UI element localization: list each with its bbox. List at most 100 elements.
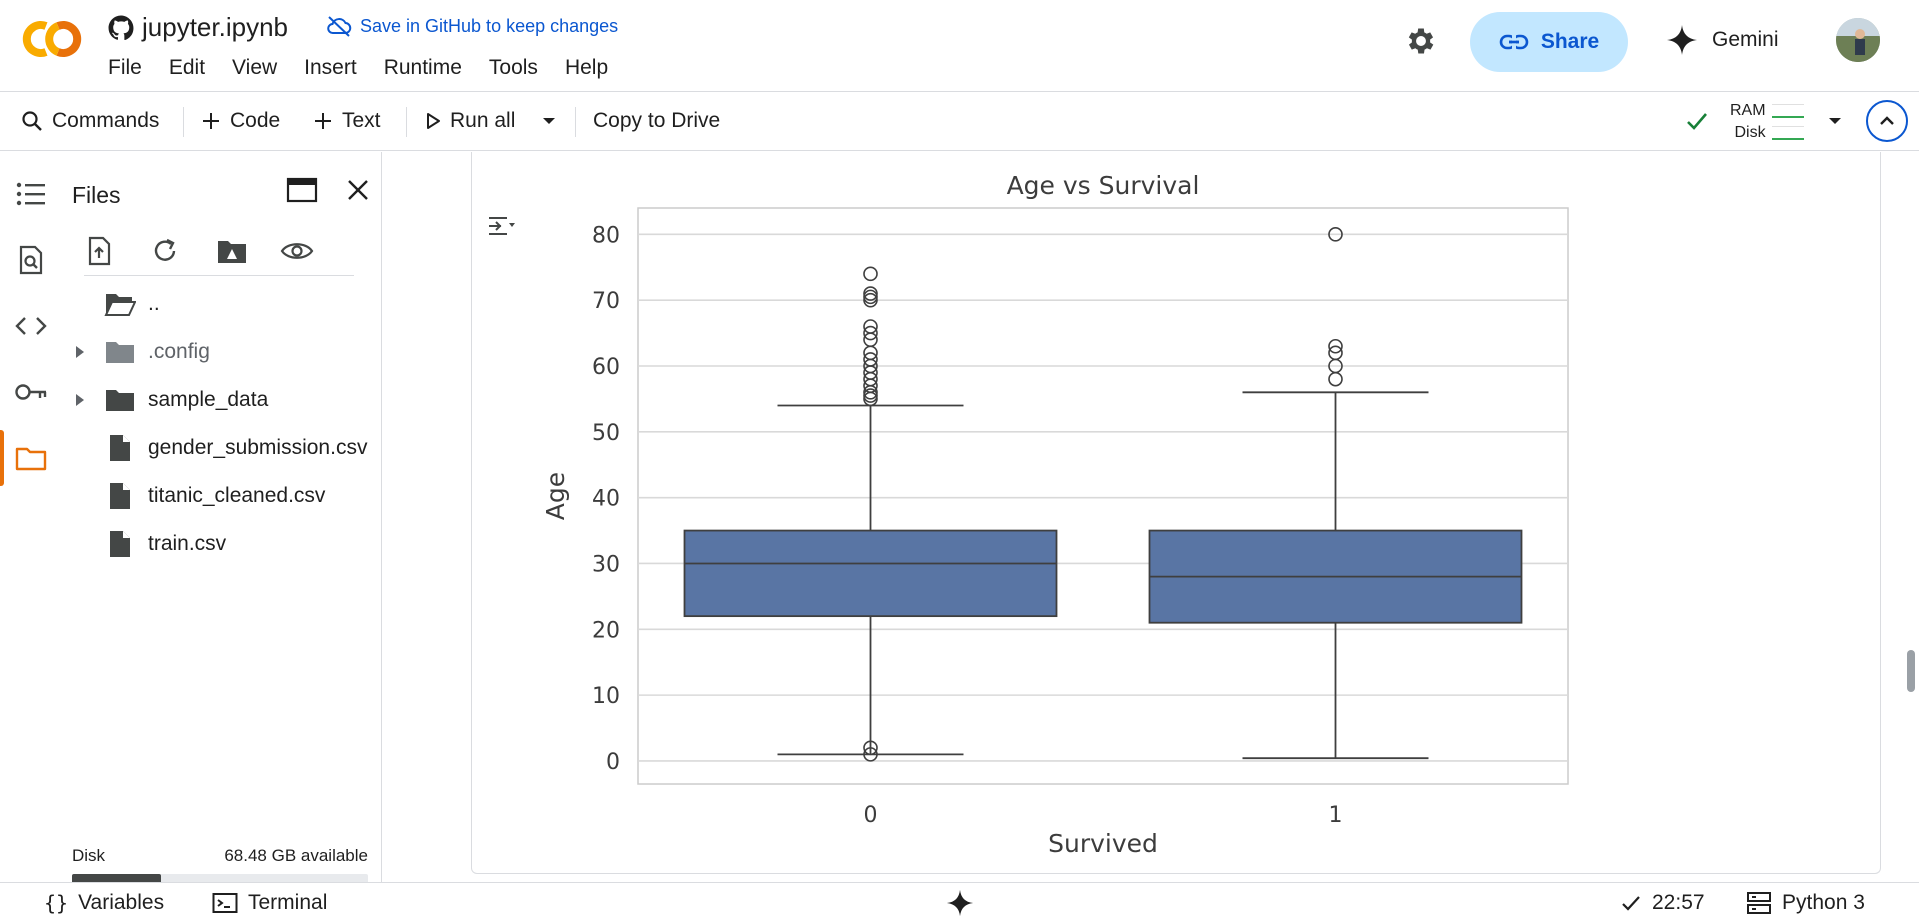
save-in-github-label[interactable]: Save in GitHub to keep changes [360,15,619,36]
search-icon [22,111,42,131]
server-icon [1747,892,1771,914]
plot-area [637,207,1569,785]
files-panel: Files [62,152,382,884]
upload-file-icon[interactable] [84,236,114,266]
tree-item-gender-submission[interactable]: gender_submission.csv [62,428,367,468]
output-cell[interactable]: 0 10 20 30 40 50 60 70 80 0 1 Age vs Survival Surviv… [471,152,1881,874]
disk-label: Disk [1734,124,1766,141]
tree-item-parent[interactable]: .. [62,284,160,324]
y-tick-label: 70 [592,289,620,314]
tree-item-titanic-cleaned[interactable]: titanic_cleaned.csv [62,476,325,516]
resources-dropdown[interactable] [1826,92,1844,150]
terminal-label[interactable]: Terminal [248,891,328,914]
scrollbar[interactable] [1905,152,1917,852]
files-folder-icon[interactable] [0,430,62,486]
tree-item-train[interactable]: train.csv [62,524,226,564]
menu-runtime[interactable]: Runtime [383,56,462,79]
outlier-point [863,740,878,756]
output-actions-icon[interactable] [486,210,518,242]
outlier-point [863,391,878,407]
y-tick-label: 40 [592,487,620,512]
notebook-title[interactable]: jupyter.ipynb [108,12,288,43]
boxplot-chart: 0 10 20 30 40 50 60 70 80 0 1 Age vs Survival Surviv… [541,171,1569,858]
tree-item-label[interactable]: sample_data [148,388,269,411]
run-all-label[interactable]: Run all [450,109,516,132]
share-label[interactable]: Share [1540,30,1600,53]
avatar[interactable] [1836,18,1880,62]
y-tick-label: 60 [592,355,620,380]
tree-item-label[interactable]: .config [148,340,210,363]
menu-tools[interactable]: Tools [488,56,538,79]
colab-logo[interactable] [20,18,84,60]
plus-icon [315,113,331,129]
x-tick-label: 1 [1329,803,1343,828]
toolbar-divider [406,107,407,137]
tree-item-label[interactable]: titanic_cleaned.csv [148,484,326,507]
run-all-dropdown[interactable] [540,92,558,150]
folder-icon [104,387,136,413]
tree-item-config[interactable]: .config [62,332,210,372]
notebook-area: 0 10 20 30 40 50 60 70 80 0 1 Age vs Survival Surviv… [383,152,1919,882]
outlier-point [1328,371,1343,387]
commands-label[interactable]: Commands [52,109,160,132]
secrets-key-icon[interactable] [0,364,62,420]
gear-icon[interactable] [1404,24,1438,58]
tree-item-label[interactable]: train.csv [148,532,227,555]
close-icon[interactable] [344,176,372,204]
expand-caret-icon[interactable] [72,345,88,359]
add-text-label[interactable]: Text [342,109,381,132]
copy-to-drive-button[interactable]: Copy to Drive [593,92,720,150]
gemini-label[interactable]: Gemini [1712,28,1779,51]
share-button[interactable]: Share [1470,12,1628,72]
commands-button[interactable]: Commands [20,92,159,150]
menu-file[interactable]: File [108,56,142,79]
menu-bar: File Edit View Insert Runtime Tools Help [108,56,635,80]
play-icon [427,113,440,129]
tree-item-label[interactable]: .. [148,292,160,315]
open-in-tab-icon[interactable] [286,176,318,204]
mount-drive-icon[interactable] [216,236,246,266]
menu-insert[interactable]: Insert [304,56,357,79]
menu-help[interactable]: Help [564,56,609,79]
box-iqr [683,529,1058,618]
add-code-label[interactable]: Code [230,109,281,132]
code-snippets-icon[interactable] [0,298,62,354]
refresh-icon[interactable] [150,236,180,266]
menu-view[interactable]: View [232,56,278,79]
terminal-button[interactable]: Terminal [212,891,327,915]
gemini-sparkle-icon[interactable] [946,889,974,917]
copy-to-drive-label[interactable]: Copy to Drive [593,109,721,132]
runtime-type[interactable]: Python 3 [1746,891,1865,915]
files-panel-title: Files [72,182,121,208]
variables-button[interactable]: {} Variables [44,891,164,915]
outlier-point [863,747,878,762]
outlier-point [863,266,878,282]
table-of-contents-icon[interactable] [0,166,62,222]
save-in-github-link[interactable]: Save in GitHub to keep changes [326,15,618,37]
caret-down-icon [1829,118,1841,124]
add-text-button[interactable]: Text [312,92,381,150]
variables-label[interactable]: Variables [78,891,165,914]
menu-edit[interactable]: Edit [168,56,206,79]
run-all-button[interactable]: Run all [424,92,515,150]
chart-title: Age vs Survival [1007,171,1200,200]
link-icon [1499,34,1529,50]
eye-icon[interactable] [280,236,314,266]
expand-caret-icon[interactable] [72,393,88,407]
status-bar: {} Variables Terminal 22:57 Python 3 [0,882,1919,924]
tree-item-label[interactable]: gender_submission.csv [148,436,368,459]
plus-icon [203,113,219,129]
tree-item-sample-data[interactable]: sample_data [62,380,268,420]
add-code-button[interactable]: Code [200,92,280,150]
find-replace-icon[interactable] [0,232,62,288]
outlier-point [863,292,878,308]
collapse-header-button[interactable] [1866,100,1908,142]
scrollbar-thumb[interactable] [1907,650,1915,692]
file-icon [104,481,136,511]
notebook-title-text[interactable]: jupyter.ipynb [142,12,288,42]
gemini-button[interactable]: Gemini [1666,24,1779,56]
execution-status[interactable]: 22:57 [1620,891,1705,915]
resource-monitor[interactable]: RAM Disk [1730,100,1804,144]
braces-icon: {} [44,891,69,915]
github-icon [108,15,134,40]
